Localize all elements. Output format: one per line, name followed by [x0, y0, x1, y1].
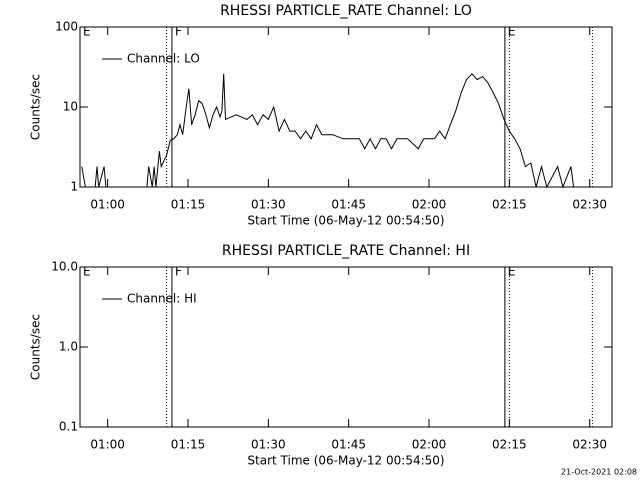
- legend-label: Channel: LO: [127, 52, 200, 66]
- y-tick-label: 10: [63, 100, 78, 114]
- marker-label: E: [508, 25, 516, 39]
- x-tick-label: 01:30: [251, 198, 286, 212]
- y-axis-label: Counts/sec: [29, 314, 43, 380]
- x-tick-label: 02:00: [412, 198, 447, 212]
- y-tick-label: 0.1: [59, 420, 78, 434]
- marker-label: E: [83, 265, 91, 279]
- x-tick-label: 01:15: [171, 198, 206, 212]
- y-tick-label: 1: [70, 180, 78, 194]
- marker-label: E: [508, 265, 516, 279]
- x-axis-label: Start Time (06-May-12 00:54:50): [247, 214, 444, 228]
- y-tick-label: 10.0: [51, 260, 78, 274]
- marker-label: F: [175, 25, 182, 39]
- y-tick-label: 100: [55, 20, 78, 34]
- x-tick-label: 01:45: [331, 438, 366, 452]
- legend-label: Channel: HI: [127, 292, 197, 306]
- x-tick-label: 01:30: [251, 438, 286, 452]
- footer: 21-Oct-2021 02:08: [561, 468, 637, 477]
- chart-title: RHESSI PARTICLE_RATE Channel: LO: [220, 3, 472, 19]
- marker-label: F: [175, 265, 182, 279]
- chart-title: RHESSI PARTICLE_RATE Channel: HI: [222, 243, 470, 259]
- x-tick-label: 01:15: [171, 438, 206, 452]
- x-tick-label: 02:30: [572, 438, 607, 452]
- y-axis-label: Counts/sec: [29, 74, 43, 140]
- x-tick-label: 02:00: [412, 438, 447, 452]
- x-tick-label: 02:30: [572, 198, 607, 212]
- y-tick-label: 1.0: [59, 340, 78, 354]
- x-tick-label: 01:45: [331, 198, 366, 212]
- x-tick-label: 02:15: [492, 438, 527, 452]
- x-tick-label: 02:15: [492, 198, 527, 212]
- data-line: [81, 73, 575, 189]
- x-tick-label: 01:00: [90, 438, 125, 452]
- marker-label: E: [83, 25, 91, 39]
- x-tick-label: 01:00: [90, 198, 125, 212]
- x-axis-label: Start Time (06-May-12 00:54:50): [247, 454, 444, 468]
